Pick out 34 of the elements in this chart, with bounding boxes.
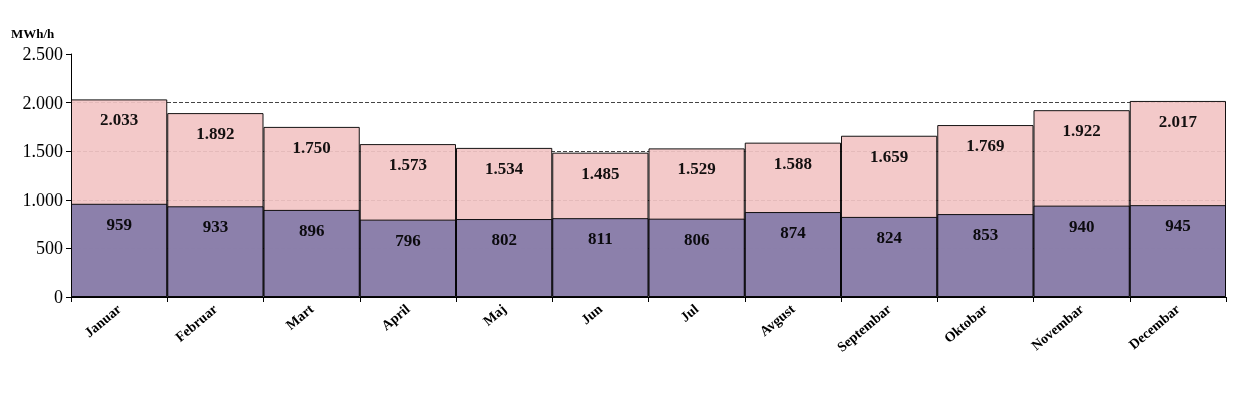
data-label: 1.750 xyxy=(292,137,331,157)
data-label: 940 xyxy=(1068,216,1095,236)
y-tick-label: 1.000 xyxy=(22,189,63,210)
data-label: 1.922 xyxy=(1062,121,1101,141)
data-label: 1.659 xyxy=(870,146,909,166)
data-label: 959 xyxy=(106,214,132,234)
data-label: 1.573 xyxy=(388,155,427,175)
data-label: 1.485 xyxy=(581,163,620,183)
data-label: 896 xyxy=(298,220,325,240)
data-label: 2.033 xyxy=(100,110,139,130)
x-tick-label: Jul xyxy=(677,301,702,325)
y-axis-title: MWh/h xyxy=(11,26,56,41)
data-label: 806 xyxy=(683,229,710,249)
data-label: 2.017 xyxy=(1158,111,1198,131)
data-label: 1.529 xyxy=(677,159,716,179)
data-label: 1.588 xyxy=(773,153,812,173)
y-tick-label: 1.500 xyxy=(22,141,63,162)
data-label: 853 xyxy=(972,225,999,245)
data-label: 945 xyxy=(1165,216,1191,236)
data-label: 802 xyxy=(491,230,517,250)
x-tick-label: Maj xyxy=(480,301,509,329)
data-label: 811 xyxy=(588,229,613,249)
data-label: 933 xyxy=(202,217,229,237)
data-label: 874 xyxy=(780,223,807,243)
y-tick-label: 2.000 xyxy=(22,92,63,113)
data-label: 1.769 xyxy=(966,136,1005,156)
data-label: 1.892 xyxy=(196,124,235,144)
y-tick-label: 2.500 xyxy=(22,44,63,64)
y-tick-label: 500 xyxy=(36,238,63,259)
y-tick-label: 0 xyxy=(54,287,63,307)
data-label: 824 xyxy=(876,227,903,247)
data-label: 1.534 xyxy=(485,158,524,178)
x-tick-label: Jun xyxy=(578,301,606,328)
data-label: 796 xyxy=(395,230,421,250)
